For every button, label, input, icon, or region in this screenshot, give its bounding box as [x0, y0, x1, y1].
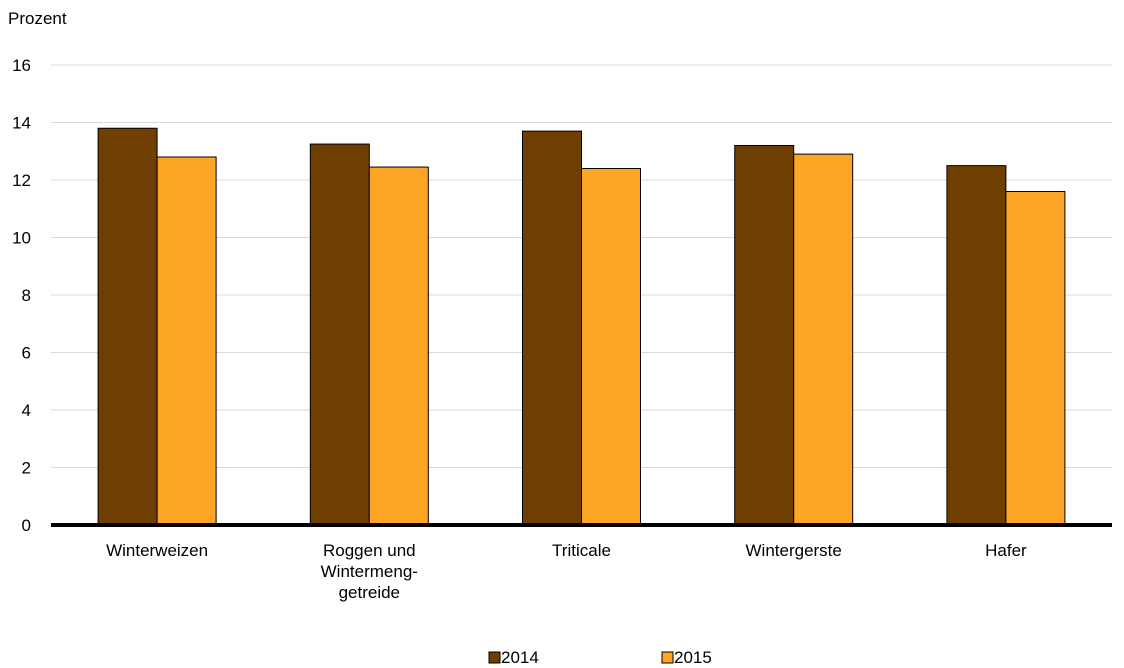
y-tick-label: 14 [12, 114, 31, 133]
y-tick-label: 0 [22, 516, 31, 535]
bar-2014-3 [734, 145, 795, 526]
y-axis-label: Prozent [8, 9, 67, 28]
bar-2014-2 [522, 130, 582, 526]
y-tick-label: 16 [12, 56, 31, 75]
legend-label-2014: 2014 [501, 648, 539, 667]
bar-2015-0 [156, 156, 217, 526]
y-tick-label: 2 [22, 459, 31, 478]
y-axis-ticks: 0 2 4 6 8 10 12 14 16 [12, 56, 31, 535]
y-tick-label: 10 [12, 229, 31, 248]
y-tick-label: 8 [22, 286, 31, 305]
bar-2014-1 [309, 143, 370, 526]
x-category-label: Wintergerste [746, 541, 842, 560]
legend: 2014 2015 [488, 648, 712, 667]
bar-2015-2 [581, 168, 641, 526]
y-tick-label: 12 [12, 171, 31, 190]
bar-2015-3 [793, 153, 854, 526]
bar-2015-4 [1005, 191, 1066, 526]
bar-2014-4 [946, 165, 1007, 526]
legend-swatch-2014 [488, 651, 501, 664]
y-tick-label: 6 [22, 344, 31, 363]
bar-2014-0 [97, 127, 158, 526]
x-category-label: Winterweizen [106, 541, 208, 560]
x-category-label: Triticale [552, 541, 611, 560]
x-axis-categories: Winterweizen Roggen und Wintermeng-getreid… [106, 541, 1027, 602]
x-category-label: Hafer [985, 541, 1027, 560]
bar-2015-1 [368, 166, 429, 526]
legend-label-2015: 2015 [674, 648, 712, 667]
x-category-label: Roggen und Wintermeng-getreide [321, 541, 418, 602]
y-tick-label: 4 [22, 401, 31, 420]
legend-swatch-2015 [661, 651, 674, 664]
bars [97, 127, 1066, 526]
